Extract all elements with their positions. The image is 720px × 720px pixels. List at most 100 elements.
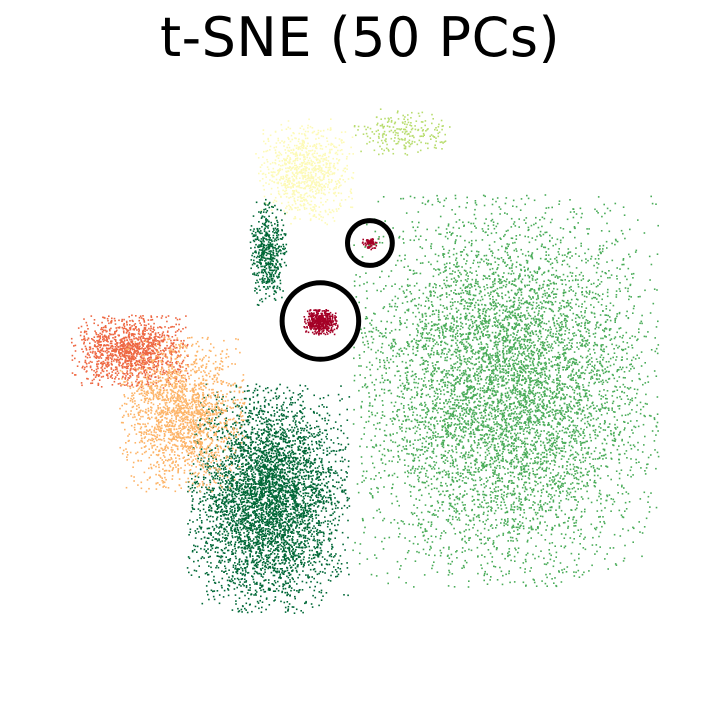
scatter-point [466, 290, 469, 293]
scatter-point [520, 302, 523, 305]
scatter-point [568, 342, 571, 344]
scatter-point [489, 383, 491, 386]
scatter-point [475, 280, 477, 283]
scatter-point [509, 474, 512, 477]
scatter-point [564, 482, 566, 484]
scatter-point [492, 373, 495, 375]
scatter-point [385, 147, 388, 150]
scatter-point [277, 139, 280, 142]
scatter-point [581, 447, 583, 449]
scatter-point [536, 462, 539, 465]
scatter-point [412, 323, 414, 325]
scatter-point [362, 238, 364, 241]
scatter-point [398, 138, 401, 141]
scatter-point [456, 332, 458, 334]
scatter-point [465, 397, 467, 399]
scatter-point [547, 346, 550, 348]
scatter-point [463, 305, 466, 307]
scatter-point [412, 345, 415, 348]
scatter-point [427, 147, 429, 150]
scatter-point [270, 209, 273, 211]
scatter-point [549, 258, 552, 260]
scatter-point [512, 345, 515, 348]
scatter-point [541, 463, 544, 465]
scatter-point [431, 362, 434, 364]
scatter-point [506, 426, 508, 429]
scatter-point [432, 310, 434, 313]
scatter-point [281, 202, 283, 205]
scatter-point [530, 298, 532, 300]
scatter-point [541, 396, 544, 398]
scatter-point [495, 423, 497, 425]
scatter-point [413, 457, 416, 460]
scatter-point [355, 134, 357, 137]
scatter-point [287, 167, 289, 169]
scatter-point [564, 521, 566, 524]
scatter-point [451, 449, 453, 451]
scatter-point [593, 450, 596, 453]
scatter-point [382, 127, 385, 129]
scatter-point [570, 454, 573, 456]
scatter-point [311, 127, 314, 129]
scatter-point [515, 382, 518, 384]
scatter-point [467, 275, 469, 277]
scatter-point [566, 364, 568, 367]
scatter-point [523, 456, 526, 458]
scatter-point [477, 351, 479, 354]
scatter-point [572, 216, 575, 219]
scatter-point [406, 366, 408, 369]
scatter-point [509, 311, 511, 314]
scatter-point [365, 132, 368, 135]
scatter-point [572, 518, 574, 521]
scatter-point [594, 328, 597, 330]
scatter-point [577, 222, 579, 224]
scatter-point [366, 135, 369, 138]
scatter-point [537, 435, 539, 438]
scatter-point [314, 204, 316, 206]
scatter-point [440, 393, 442, 395]
scatter-point [447, 444, 449, 446]
scatter-point [420, 511, 423, 514]
scatter-point [300, 197, 303, 200]
scatter-point [452, 464, 454, 467]
scatter-point [502, 376, 504, 379]
scatter-point [505, 511, 508, 513]
scatter-point [468, 283, 470, 286]
scatter-point [596, 510, 599, 512]
scatter-point [587, 360, 590, 362]
scatter-point [418, 489, 420, 492]
scatter-point [516, 393, 518, 396]
scatter-point [564, 383, 567, 385]
scatter-point [290, 222, 292, 225]
scatter-point [530, 401, 533, 404]
scatter-point [508, 282, 510, 284]
scatter-point [331, 313, 334, 316]
scatter-point [485, 465, 488, 468]
scatter-point [503, 384, 506, 387]
scatter-point [528, 416, 530, 418]
scatter-point [290, 206, 292, 209]
scatter-point [309, 207, 312, 210]
scatter-point [606, 366, 609, 368]
scatter-point [398, 128, 400, 130]
scatter-point [533, 448, 535, 450]
scatter-point [554, 404, 556, 407]
scatter-point [336, 327, 338, 329]
scatter-point [478, 350, 481, 353]
scatter-point [335, 151, 338, 154]
scatter-point [369, 374, 372, 377]
scatter-point [333, 193, 336, 195]
scatter-point [512, 385, 515, 388]
scatter-point [488, 355, 490, 358]
scatter-point [512, 301, 515, 303]
scatter-point [479, 476, 481, 479]
scatter-point [299, 194, 302, 196]
scatter-point [438, 472, 441, 475]
scatter-point [322, 153, 325, 156]
scatter-point [460, 325, 462, 327]
scatter-point [328, 178, 330, 181]
scatter-point [408, 540, 411, 542]
scatter-point [607, 277, 609, 279]
scatter-point [451, 518, 454, 521]
scatter-point [529, 392, 531, 395]
